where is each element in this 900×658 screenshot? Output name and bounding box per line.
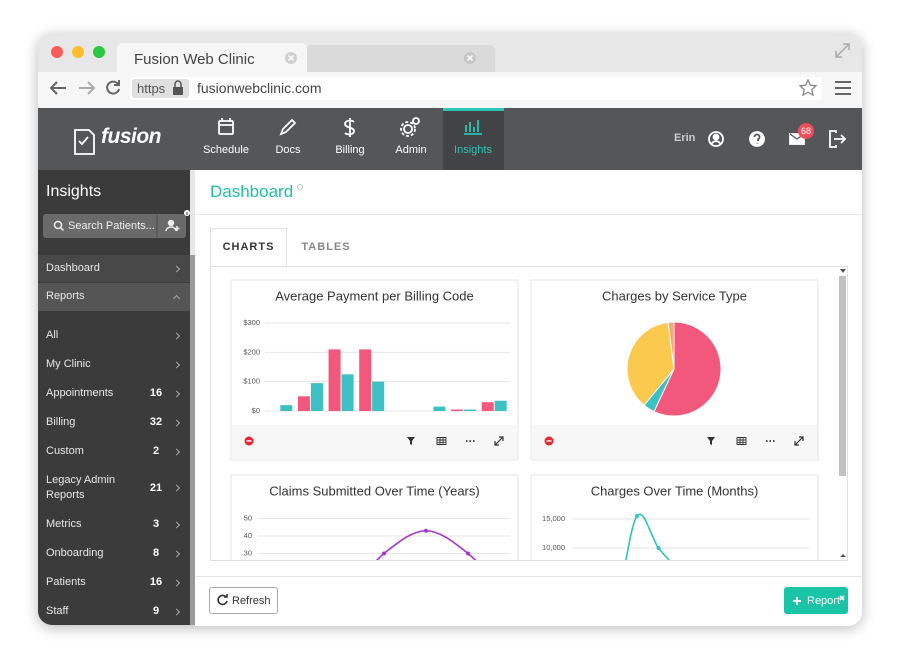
item-count: 9 <box>152 605 160 617</box>
sidebar-item[interactable]: Billing 32 <box>38 408 190 437</box>
sidebar-item[interactable]: Onboarding 8 <box>38 539 190 568</box>
menu-label: Dashboard <box>46 262 100 274</box>
menu-row: Dashboard <box>38 255 190 282</box>
item-label: My Clinic <box>46 358 91 370</box>
nav-active <box>443 108 504 170</box>
item-label: All <box>46 329 59 341</box>
item-count: 8 <box>152 547 160 559</box>
chevron <box>172 360 181 369</box>
tab-charts[interactable] <box>210 228 287 267</box>
item-count: 2 <box>152 445 160 457</box>
item-label: Appointments <box>46 387 114 399</box>
chart-panel <box>210 266 848 561</box>
sidebar-item[interactable]: My Clinic <box>38 350 190 379</box>
chevron <box>172 484 181 492</box>
sidebar-scrollbar <box>190 255 195 625</box>
item-label: Onboarding <box>46 547 104 559</box>
item-label: Billing <box>46 416 76 428</box>
tab-active[interactable] <box>117 43 307 73</box>
tab-charts-label: CHARTS <box>222 241 275 253</box>
nav-item[interactable]: Admin <box>395 144 427 156</box>
url-box[interactable] <box>130 77 822 100</box>
sidebar-menu-reports[interactable]: Reports <box>38 283 190 311</box>
report-label: Report <box>807 595 841 607</box>
chevron <box>172 549 181 558</box>
tab-inactive[interactable] <box>305 45 495 72</box>
tab-tables-label[interactable]: TABLES <box>301 241 351 253</box>
nav-item[interactable]: Billing <box>335 144 365 156</box>
url-scheme: https <box>137 81 166 96</box>
tab-title: Fusion Web Clinic <box>134 51 255 68</box>
menu-label: Reports <box>46 290 85 302</box>
item-label: Metrics <box>46 518 82 530</box>
sidebar-items: All My Clinic Appointments 16 Billing 32 Custo… <box>38 321 190 626</box>
item-count: 3 <box>152 518 160 530</box>
chevron <box>172 578 181 587</box>
item-label: Legacy Admin Reports <box>46 474 116 501</box>
footer <box>195 576 862 626</box>
page-title: Dashboard <box>210 182 294 201</box>
item-count: 16 <box>149 576 163 588</box>
chevron <box>172 331 181 340</box>
search-box[interactable] <box>43 214 186 238</box>
sidebar-item[interactable]: Patients 16 <box>38 568 190 597</box>
chevron <box>172 264 181 273</box>
item-count: 16 <box>149 387 163 399</box>
url-text: fusionwebclinic.com <box>197 80 322 96</box>
menu-row: Reports <box>38 283 190 311</box>
chevron <box>172 418 181 427</box>
logo-text: fusion <box>101 125 162 148</box>
main-header <box>195 170 862 215</box>
sidebar-item[interactable]: Appointments 16 <box>38 379 190 408</box>
sidebar-item[interactable]: All <box>38 321 190 350</box>
panel-scrollbar <box>839 276 846 476</box>
item-count: 32 <box>149 416 163 428</box>
item-label: Staff <box>46 605 69 617</box>
sidebar-menu-dashboard[interactable]: Dashboard <box>38 255 190 282</box>
nav-item[interactable]: Schedule <box>203 144 249 156</box>
refresh-label: Refresh <box>232 595 271 607</box>
user-name[interactable]: Erin <box>674 132 696 144</box>
sidebar-title: Insights <box>46 183 102 200</box>
nav-item[interactable]: Docs <box>275 144 301 156</box>
sidebar-item[interactable]: Custom 2 <box>38 437 190 466</box>
chevron <box>172 294 181 303</box>
chevron <box>172 447 181 456</box>
search-placeholder: Search Patients... <box>68 220 155 232</box>
sidebar-item[interactable]: Staff 9 <box>38 597 190 626</box>
item-count: 21 <box>149 481 163 494</box>
item-label: Patients <box>46 576 86 588</box>
chevron <box>172 607 181 616</box>
nav-item[interactable]: Insights <box>454 144 492 156</box>
sidebar-item[interactable]: Legacy Admin Reports 21 <box>38 466 190 510</box>
chevron <box>172 389 181 398</box>
sidebar-item[interactable]: Metrics 3 <box>38 510 190 539</box>
sidebar <box>38 170 190 625</box>
item-label: Custom <box>46 445 84 457</box>
chevron <box>172 520 181 529</box>
